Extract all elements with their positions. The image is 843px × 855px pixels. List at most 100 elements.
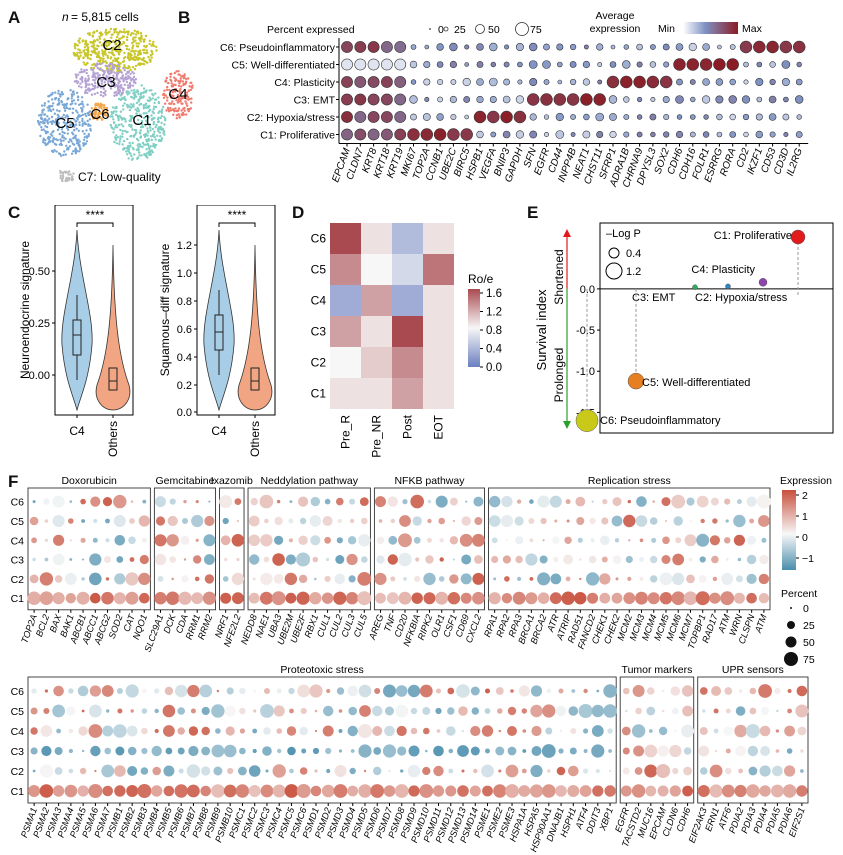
- umap-cell-c2: [98, 31, 102, 35]
- row-label: C4: [11, 726, 25, 738]
- umap-cell-c2: [132, 40, 135, 43]
- umap-cell-c3: [111, 64, 115, 68]
- umap-cell-c2: [84, 40, 87, 43]
- dotplot-dot: [742, 113, 750, 121]
- umap-cell-c2: [123, 51, 126, 55]
- umap-cell-c2: [80, 51, 83, 54]
- expr-dot: [721, 572, 734, 585]
- expr-dot: [361, 517, 368, 525]
- dotplot-dot: [515, 42, 524, 51]
- expr-dot: [452, 558, 455, 561]
- umap-cell-c1: [152, 145, 155, 148]
- expr-dot: [514, 516, 524, 526]
- expr-dot: [635, 515, 648, 527]
- expr-dot: [661, 497, 671, 507]
- logp-legend-dot: [608, 247, 620, 259]
- expr-dot: [696, 495, 709, 508]
- expr-dot: [800, 749, 804, 753]
- expr-dot: [387, 496, 398, 507]
- expr-dot: [345, 592, 359, 605]
- umap-cell-c1: [117, 118, 120, 122]
- expr-dot: [507, 726, 517, 736]
- umap-cell-c1: [120, 123, 123, 126]
- umap-cell-c2: [105, 31, 108, 34]
- umap-cell-c4: [170, 102, 173, 105]
- umap-cell-c2: [146, 51, 149, 55]
- umap-cell-c2: [144, 34, 148, 38]
- umap-cell-c2: [118, 43, 122, 47]
- heatmap-cell: [392, 316, 423, 347]
- row-label: C3: [11, 555, 25, 567]
- expr-dot: [661, 555, 671, 564]
- umap-cell-c5: [56, 118, 59, 121]
- expr-dot: [125, 591, 139, 605]
- dotplot-dot: [341, 93, 353, 106]
- umap-cell-c4: [171, 91, 174, 94]
- expr-dot: [530, 704, 543, 718]
- expr-dot: [231, 572, 245, 586]
- umap-cell-c3: [109, 76, 112, 79]
- umap-cell-c6: [98, 116, 101, 119]
- umap-cell-c2: [137, 32, 140, 35]
- umap-cell-c1: [152, 108, 155, 111]
- expr-dot: [735, 575, 743, 583]
- umap-cell-c1: [112, 111, 115, 115]
- umap-cell-c5: [60, 90, 64, 94]
- dotplot-dot: [449, 95, 457, 104]
- dotplot-dot: [729, 78, 736, 86]
- umap-cell-c2: [76, 51, 79, 54]
- expr-dot: [433, 745, 444, 757]
- expr-dot: [648, 729, 653, 733]
- violin-ytick: 0.8: [177, 296, 192, 308]
- umap-cell-c1: [127, 147, 131, 151]
- expr-dot: [312, 556, 319, 563]
- dotplot-dot: [623, 131, 630, 138]
- expr-dot: [151, 745, 162, 757]
- umap-cell-c5: [56, 138, 59, 142]
- expr-dot: [163, 725, 175, 737]
- expr-dot: [224, 705, 236, 717]
- dotplot-dot: [779, 40, 793, 54]
- umap-cell-c1: [114, 124, 118, 127]
- expr-dot: [699, 556, 706, 563]
- expr-dot: [358, 744, 372, 758]
- expr-dot: [748, 766, 758, 776]
- umap-cell-c3: [102, 95, 105, 98]
- umap-cell-c5: [42, 139, 45, 142]
- umap-cell-c5: [67, 140, 70, 144]
- expr-dot: [68, 688, 74, 694]
- umap-cell-c4: [167, 108, 170, 112]
- expr-dot: [774, 687, 781, 695]
- umap-cell-c1: [147, 131, 150, 134]
- umap-cell-c2: [92, 42, 95, 45]
- umap-cell-c1: [148, 147, 151, 150]
- umap-cell-c5: [61, 136, 64, 139]
- umap-cell-c6: [98, 104, 101, 107]
- expr-dot: [44, 538, 49, 542]
- umap-cell-c2: [117, 52, 121, 55]
- umap-cell-c5: [44, 143, 48, 147]
- expr-dot: [602, 499, 608, 505]
- expr-dot: [80, 498, 86, 505]
- expr-dot: [248, 765, 261, 777]
- expr-dot: [611, 515, 623, 527]
- pct-legend-dot: [429, 28, 431, 30]
- expr-dot: [756, 494, 771, 509]
- umap-cell-c3: [105, 78, 108, 81]
- umap-cell-c3: [84, 77, 87, 80]
- pct-legend-title: Percent: [781, 588, 817, 600]
- expr-dot: [738, 689, 743, 693]
- expr-dot: [195, 500, 199, 504]
- umap-cell-c1: [136, 106, 139, 110]
- umap-cell-c4: [174, 78, 178, 82]
- expr-dot: [628, 539, 631, 542]
- heatmap-legend-bar: [468, 289, 480, 367]
- expr-dot: [191, 514, 204, 528]
- umap-cell-c1: [153, 135, 156, 139]
- gene-group-box: [619, 676, 695, 804]
- umap-cell-c1: [109, 115, 112, 118]
- umap-cell-c5: [74, 134, 77, 137]
- umap-cell-c2: [116, 33, 120, 36]
- umap-cell-c2: [126, 33, 130, 36]
- dotplot-dot: [582, 78, 591, 86]
